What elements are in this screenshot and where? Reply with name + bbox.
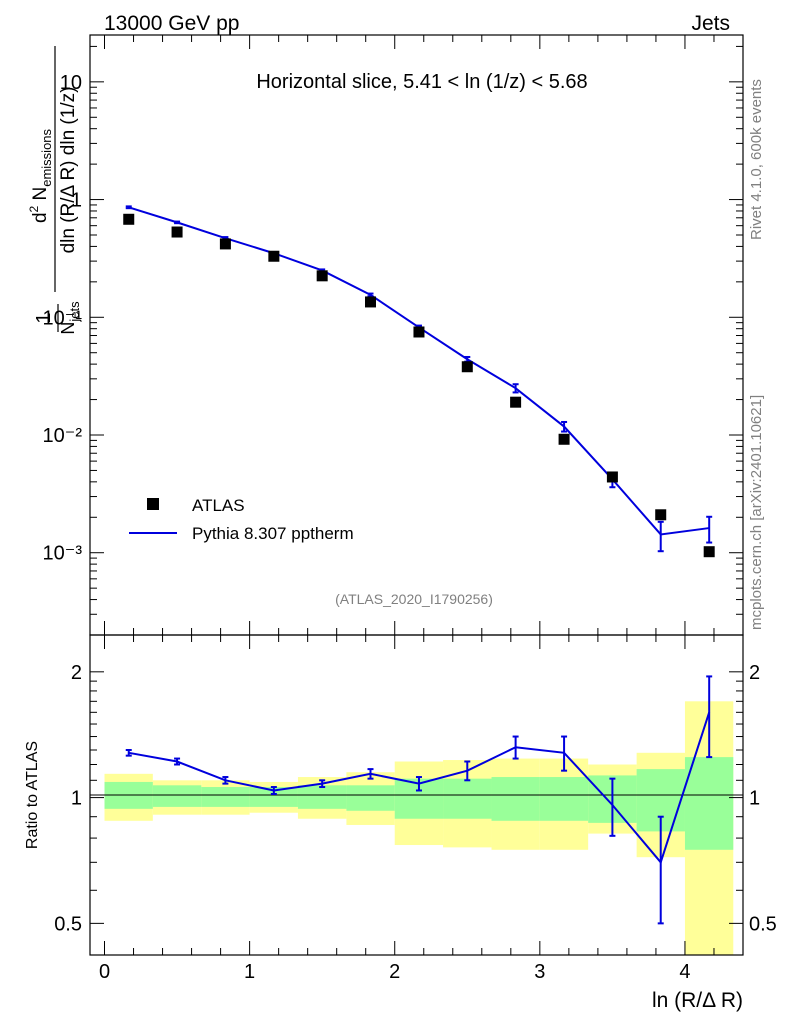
ratio-inner-band [491, 777, 540, 821]
atlas-point [268, 250, 280, 262]
ratio-y-tick-label: 1 [71, 788, 82, 810]
legend-mc-label: Pythia 8.307 pptherm [192, 524, 354, 543]
main-y-tick-label: 1 [71, 190, 82, 212]
legend: ATLAS Pythia 8.307 pptherm [129, 496, 354, 543]
ratio-y-tick-label-right: 0.5 [749, 913, 777, 935]
ratio-x-tick-label: 2 [389, 961, 400, 983]
ratio-y-tick-label: 2 [71, 662, 82, 684]
header-left: 13000 GeV pp [104, 12, 239, 35]
ratio-x-tick-label: 0 [99, 961, 110, 983]
main-y-label: 1 Njets d2 Nemissions dln (R/Δ R) dln (1… [27, 46, 82, 335]
atlas-point [510, 396, 522, 408]
svg-text:d2 Nemissions: d2 Nemissions [27, 128, 54, 223]
ratio-inner-band [539, 777, 589, 821]
atlas-point [461, 361, 473, 373]
atlas-point [123, 213, 135, 225]
legend-atlas-label: ATLAS [192, 496, 245, 515]
ratio-ticks: 0.5 0.5 1 1 2 2 0 1 2 3 4 [54, 635, 777, 983]
ratio-marks [125, 675, 713, 925]
ratio-y-label: Ratio to ATLAS [24, 741, 41, 849]
x-axis-label: ln (R/Δ R) [652, 989, 743, 1012]
ratio-x-tick-label: 4 [679, 961, 690, 983]
ratio-inner-band [684, 757, 734, 850]
ratio-bands [104, 701, 734, 955]
ratio-inner-band [201, 787, 250, 807]
svg-text:1: 1 [33, 312, 55, 323]
main-y-tick-label: 10 [60, 72, 82, 94]
main-y-ticks: 10⁻³ 10⁻² 10⁻¹ 1 10 [43, 35, 743, 636]
mcplots-label: mcplots.cern.ch [arXiv:2401.10621] [748, 395, 765, 630]
ratio-inner-band [346, 785, 395, 811]
atlas-point [413, 326, 425, 338]
atlas-point [606, 471, 618, 483]
ratio-y-tick-label-right: 2 [749, 662, 760, 684]
header-right: Jets [691, 12, 730, 35]
atlas-point [219, 238, 231, 250]
atlas-point [558, 433, 570, 445]
analysis-watermark: (ATLAS_2020_I1790256) [335, 591, 493, 607]
ratio-x-tick-label: 3 [534, 961, 545, 983]
main-marks [123, 205, 715, 558]
svg-text:dln (R/Δ R) dln (1/z): dln (R/Δ R) dln (1/z) [58, 87, 79, 254]
ratio-plot: 0.5 0.5 1 1 2 2 0 1 2 3 4 Ratio to ATLAS ln (R/Δ R… [24, 634, 777, 1012]
ratio-inner-band [443, 778, 492, 819]
main-y-tick-label: 10⁻¹ [43, 307, 83, 329]
ratio-x-tick-label: 1 [244, 961, 255, 983]
main-y-tick-label: 10⁻³ [43, 543, 83, 565]
atlas-point [364, 296, 376, 308]
ratio-y-tick-label-right: 1 [749, 788, 760, 810]
main-title: Horizontal slice, 5.41 < ln (1/z) < 5.68 [256, 71, 587, 93]
main-y-tick-label: 10⁻² [43, 425, 83, 447]
atlas-point [703, 546, 715, 558]
atlas-point [171, 226, 183, 238]
ratio-frame [89, 634, 744, 956]
legend-atlas-marker [147, 498, 159, 510]
atlas-point [316, 270, 328, 282]
ratio-inner-band [249, 787, 298, 807]
atlas-point [655, 509, 667, 521]
mc-line [128, 206, 710, 536]
rivet-label: Rivet 4.1.0, 600k events [748, 79, 765, 240]
ratio-inner-band [297, 785, 347, 809]
ratio-y-tick-label: 0.5 [54, 913, 82, 935]
ratio-inner-band [152, 785, 202, 807]
